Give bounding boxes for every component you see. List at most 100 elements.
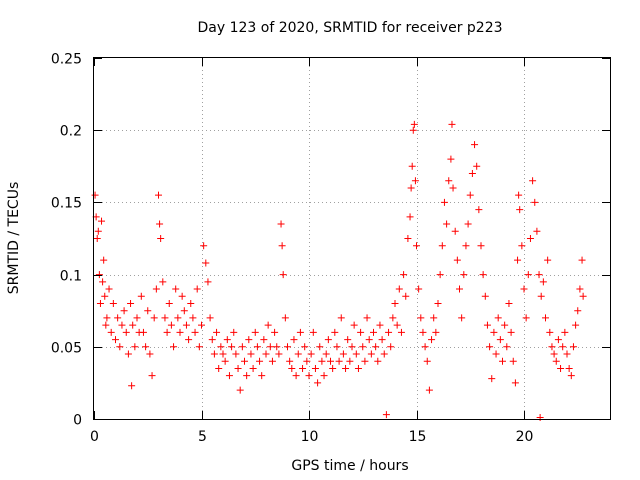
data-point	[249, 364, 257, 372]
data-point	[361, 357, 369, 365]
data-point	[247, 350, 255, 358]
y-tick-label: 0.2	[60, 124, 82, 140]
data-point	[311, 364, 319, 372]
data-point	[374, 357, 382, 365]
data-point	[142, 343, 150, 351]
data-point	[408, 162, 416, 170]
data-point	[507, 328, 515, 336]
data-point	[337, 314, 345, 322]
data-point	[256, 357, 264, 365]
data-point	[165, 299, 173, 307]
data-point	[464, 220, 472, 228]
data-point	[413, 242, 420, 250]
data-point	[574, 307, 582, 315]
data-point	[354, 364, 362, 372]
data-point	[544, 256, 552, 264]
data-point	[546, 328, 554, 336]
data-point	[150, 314, 158, 322]
data-point	[572, 321, 580, 329]
y-tick-labels: 0 0.05 0.1 0.15 0.2 0.25	[51, 52, 82, 429]
data-point	[275, 350, 283, 358]
data-point	[503, 343, 511, 351]
data-point	[563, 350, 571, 358]
data-point	[376, 321, 384, 329]
x-tick-label: 10	[301, 429, 319, 445]
data-point	[466, 191, 474, 199]
data-point	[557, 364, 565, 372]
data-point	[210, 350, 218, 358]
data-point	[494, 314, 502, 322]
data-point	[170, 343, 178, 351]
data-point	[281, 314, 289, 322]
data-point	[156, 220, 164, 228]
data-point	[421, 343, 429, 351]
data-point	[370, 328, 377, 336]
data-point	[567, 372, 575, 380]
data-point	[449, 184, 457, 192]
data-point	[436, 271, 444, 279]
data-point	[105, 285, 113, 293]
data-point	[344, 336, 352, 344]
data-point	[471, 141, 479, 149]
data-point	[550, 350, 558, 358]
data-point	[266, 343, 274, 351]
data-point	[187, 299, 195, 307]
data-point	[180, 307, 188, 315]
data-point	[518, 242, 526, 250]
data-point	[481, 292, 489, 300]
data-point	[389, 314, 397, 322]
y-tick-label: 0.25	[51, 52, 82, 68]
data-point	[129, 321, 137, 329]
data-point	[501, 321, 509, 329]
data-point	[475, 206, 483, 214]
data-point	[232, 350, 240, 358]
x-tick-label: 20	[516, 429, 534, 445]
y-tick-label: 0.1	[60, 269, 82, 285]
data-point	[402, 292, 410, 300]
data-point	[490, 328, 498, 336]
data-point	[174, 314, 182, 322]
data-point	[100, 256, 108, 264]
data-point	[230, 328, 238, 336]
data-point	[103, 314, 111, 322]
data-point	[535, 271, 543, 279]
data-point	[91, 191, 99, 199]
axis-ticks	[94, 58, 610, 420]
data-point	[331, 328, 339, 336]
data-point	[395, 285, 403, 293]
data-point	[219, 350, 227, 358]
data-point	[118, 321, 126, 329]
data-point	[146, 350, 154, 358]
data-point	[404, 235, 412, 242]
data-point	[539, 278, 547, 286]
data-point	[520, 285, 528, 293]
data-point	[531, 198, 539, 206]
x-tick-label: 5	[198, 429, 207, 445]
data-point	[318, 357, 326, 365]
data-point	[496, 336, 504, 344]
data-point	[262, 350, 270, 358]
data-point	[116, 343, 124, 351]
y-tick-label: 0.15	[51, 196, 82, 212]
data-point	[273, 343, 281, 351]
data-point	[473, 162, 481, 170]
data-point	[288, 364, 296, 372]
data-point	[102, 321, 110, 329]
x-axis-label: GPS time / hours	[291, 458, 408, 474]
data-point	[277, 220, 285, 228]
data-point	[488, 375, 496, 383]
data-point	[152, 285, 160, 293]
data-point	[303, 357, 311, 365]
data-point	[565, 364, 573, 372]
data-point	[335, 357, 343, 365]
data-point	[236, 386, 244, 394]
data-point	[423, 357, 431, 365]
data-point	[462, 242, 470, 250]
data-point	[324, 336, 332, 344]
data-point	[309, 328, 317, 336]
data-point	[245, 336, 253, 344]
data-point	[185, 336, 193, 344]
data-point	[492, 350, 500, 358]
data-point	[515, 191, 523, 199]
